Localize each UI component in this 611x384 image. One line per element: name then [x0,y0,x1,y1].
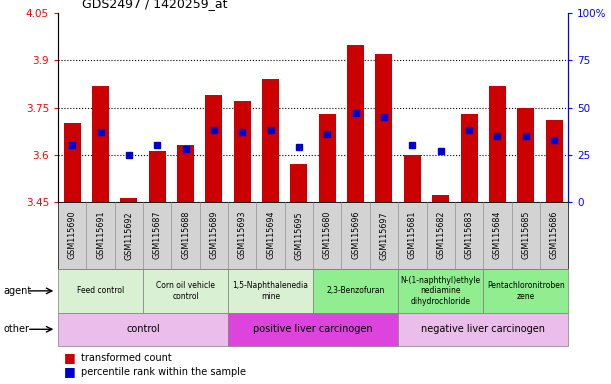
Text: agent: agent [3,286,31,296]
Text: 2,3-Benzofuran: 2,3-Benzofuran [326,286,385,295]
Text: positive liver carcinogen: positive liver carcinogen [254,324,373,334]
Text: GSM115680: GSM115680 [323,211,332,259]
Text: GSM115687: GSM115687 [153,211,162,260]
Text: GSM115690: GSM115690 [68,211,77,260]
Text: ■: ■ [64,351,76,364]
Bar [64,123,81,202]
Text: control: control [126,324,160,334]
Bar [92,86,109,202]
Text: Corn oil vehicle
control: Corn oil vehicle control [156,281,215,301]
Bar [546,120,563,202]
Bar [290,164,307,202]
Text: transformed count: transformed count [81,353,172,363]
Bar [262,79,279,202]
Text: other: other [3,324,29,334]
Text: GDS2497 / 1420259_at: GDS2497 / 1420259_at [82,0,228,10]
Bar [376,54,392,202]
Bar [148,151,166,202]
Bar [347,45,364,202]
Text: percentile rank within the sample: percentile rank within the sample [81,366,246,377]
Text: GSM115696: GSM115696 [351,211,360,260]
Text: GSM115694: GSM115694 [266,211,275,260]
Text: ■: ■ [64,365,76,378]
Text: GSM115686: GSM115686 [549,211,558,259]
Bar [461,114,478,202]
Text: GSM115681: GSM115681 [408,211,417,259]
Bar [234,101,251,202]
Text: GSM115692: GSM115692 [125,211,133,260]
Text: GSM115695: GSM115695 [295,211,304,260]
Text: GSM115697: GSM115697 [379,211,389,260]
Text: GSM115689: GSM115689 [210,211,219,260]
Text: GSM115688: GSM115688 [181,211,190,259]
Bar [177,145,194,202]
Bar [517,108,534,202]
Bar [205,95,222,202]
Bar [404,154,421,202]
Text: Feed control: Feed control [77,286,124,295]
Text: GSM115693: GSM115693 [238,211,247,260]
Text: N-(1-naphthyl)ethyle
nediamine
dihydrochloride: N-(1-naphthyl)ethyle nediamine dihydroch… [401,276,481,306]
Text: Pentachloronitroben
zene: Pentachloronitroben zene [487,281,565,301]
Text: GSM115691: GSM115691 [96,211,105,260]
Bar [432,195,449,202]
Text: GSM115682: GSM115682 [436,211,445,260]
Bar [319,114,336,202]
Text: GSM115683: GSM115683 [464,211,474,259]
Text: negative liver carcinogen: negative liver carcinogen [421,324,545,334]
Bar [489,86,506,202]
Text: 1,5-Naphthalenedia
mine: 1,5-Naphthalenedia mine [233,281,309,301]
Text: GSM115685: GSM115685 [521,211,530,260]
Bar [120,199,137,202]
Text: GSM115684: GSM115684 [493,211,502,259]
